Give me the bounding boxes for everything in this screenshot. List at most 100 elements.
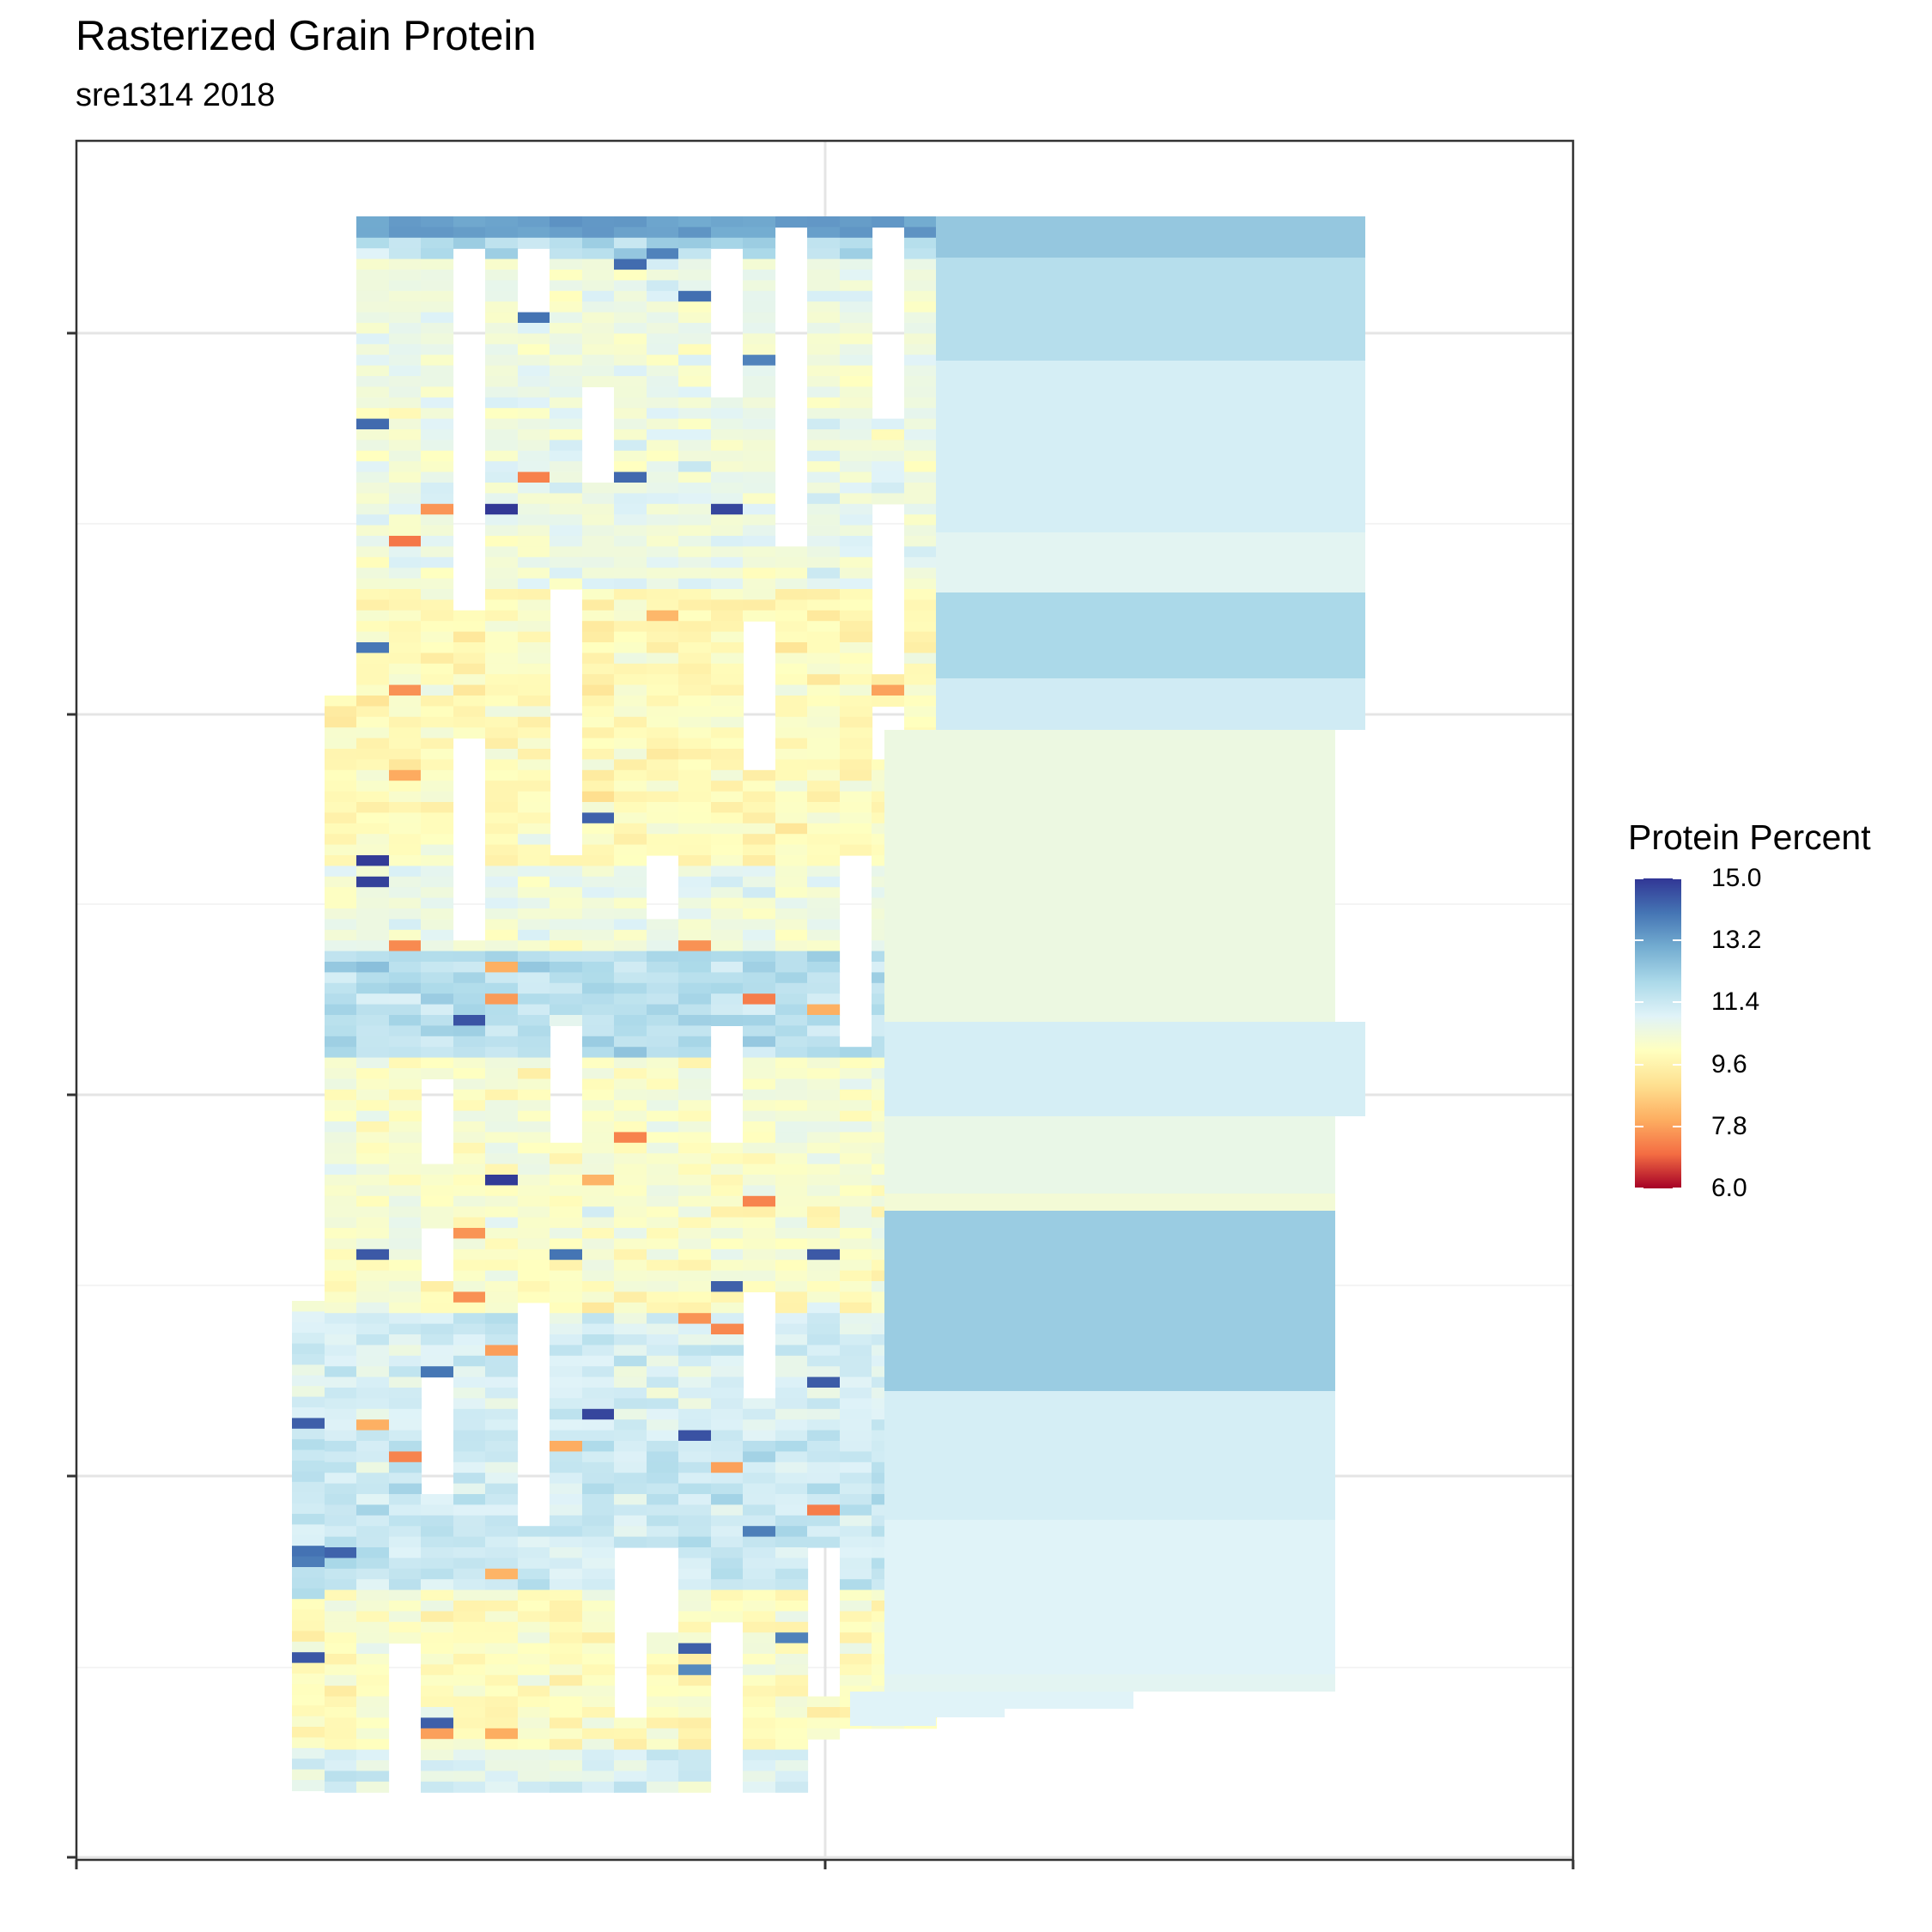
heatmap-cell [421,1611,454,1623]
heatmap-cell [775,1654,809,1665]
smooth-zone-edge [850,1709,1005,1717]
heatmap-cell [582,365,616,377]
heatmap-cell [840,1100,873,1112]
heatmap-cell [389,493,422,505]
heatmap-cell [356,993,390,1005]
heatmap-cell [743,1408,776,1420]
heatmap-cell [614,1771,647,1783]
heatmap-cell [325,1483,358,1495]
heatmap-cell [647,1504,680,1516]
heatmap-cell [678,802,712,813]
heatmap-cell [485,982,519,994]
heatmap-cell [389,461,422,473]
heatmap-cell [325,1036,358,1048]
heatmap-cell [678,1526,712,1538]
heatmap-cell [325,1302,358,1314]
heatmap-cell [421,1717,454,1729]
heatmap-cell [743,1739,776,1751]
heatmap-cell [389,1494,422,1505]
heatmap-cell [389,1398,422,1410]
heatmap-cell [840,716,873,728]
heatmap-cell [678,1057,712,1069]
heatmap-cell [743,1238,776,1250]
heatmap-cell [614,866,647,878]
heatmap-cell [840,1643,873,1655]
heatmap-cell [743,258,776,270]
heatmap-cell [743,993,776,1005]
heatmap-cell [840,1175,873,1186]
heatmap-cell [325,1153,358,1165]
heatmap-cell [678,418,712,430]
heatmap-cell [518,355,551,367]
heatmap-cell [775,1686,809,1698]
heatmap-cell [840,589,873,600]
heatmap-cell [389,343,422,355]
heatmap-cell [807,376,841,387]
heatmap-cell [325,1686,358,1698]
heatmap-cell [550,962,583,973]
heatmap-cell [389,1217,422,1229]
heatmap-cell [292,1428,325,1440]
heatmap-cell [356,716,390,728]
heatmap-cell [711,440,744,452]
heatmap-cell [711,663,744,675]
heatmap-cell [421,450,454,462]
heatmap-cell [678,887,712,899]
legend-colorbar [1635,878,1681,1188]
heatmap-cell [356,1696,390,1708]
heatmap-cell [775,1313,809,1325]
heatmap-cell [840,578,873,590]
heatmap-cell [485,1461,519,1473]
heatmap-cell [389,1206,422,1218]
heatmap-cell [614,834,647,846]
heatmap-cell [711,1611,744,1623]
heatmap-cell [775,1249,809,1261]
heatmap-cell [518,696,551,707]
heatmap-cell [840,1163,873,1176]
heatmap-cell [518,876,551,888]
heatmap-cell [421,418,454,430]
heatmap-cell [840,365,873,377]
heatmap-cell [389,568,422,580]
heatmap-cell [485,503,519,515]
heatmap-cell [614,823,647,835]
heatmap-cell [840,1451,873,1463]
heatmap-cell [356,1515,390,1527]
heatmap-cell [421,440,454,452]
heatmap-cell [647,227,680,239]
heatmap-cell [356,812,390,824]
heatmap-cell [518,791,551,803]
heatmap-cell [356,1175,390,1186]
heatmap-cell [356,1281,390,1292]
heatmap-cell [614,1163,647,1176]
heatmap-cell [840,1153,873,1165]
heatmap-cell [485,1728,519,1740]
heatmap-cell [775,1632,809,1644]
heatmap-cell [840,1536,873,1548]
heatmap-cell [325,1175,358,1186]
heatmap-cell [614,791,647,803]
heatmap-cell [807,696,841,707]
heatmap-cell [485,1323,519,1335]
heatmap-cell [807,1707,841,1718]
heatmap-cell [421,1674,454,1686]
heatmap-cell [356,1473,390,1485]
heatmap-cell [389,1100,422,1112]
heatmap-cell [807,1419,841,1431]
heatmap-cell [518,1260,551,1272]
heatmap-cell [582,962,616,973]
heatmap-cell [647,343,680,355]
heatmap-cell [325,1430,358,1442]
heatmap-cell [453,1771,487,1783]
heatmap-cell [647,440,680,452]
heatmap-cell [647,716,680,728]
heatmap-cell [647,397,680,409]
heatmap-cell [356,1376,390,1388]
heatmap-cell [743,1228,776,1239]
heatmap-cell [582,280,616,292]
heatmap-cell [485,429,519,440]
heatmap-cell [582,1771,616,1783]
heatmap-cell [904,536,938,547]
heatmap-cell [356,525,390,537]
heatmap-cell [485,440,519,452]
